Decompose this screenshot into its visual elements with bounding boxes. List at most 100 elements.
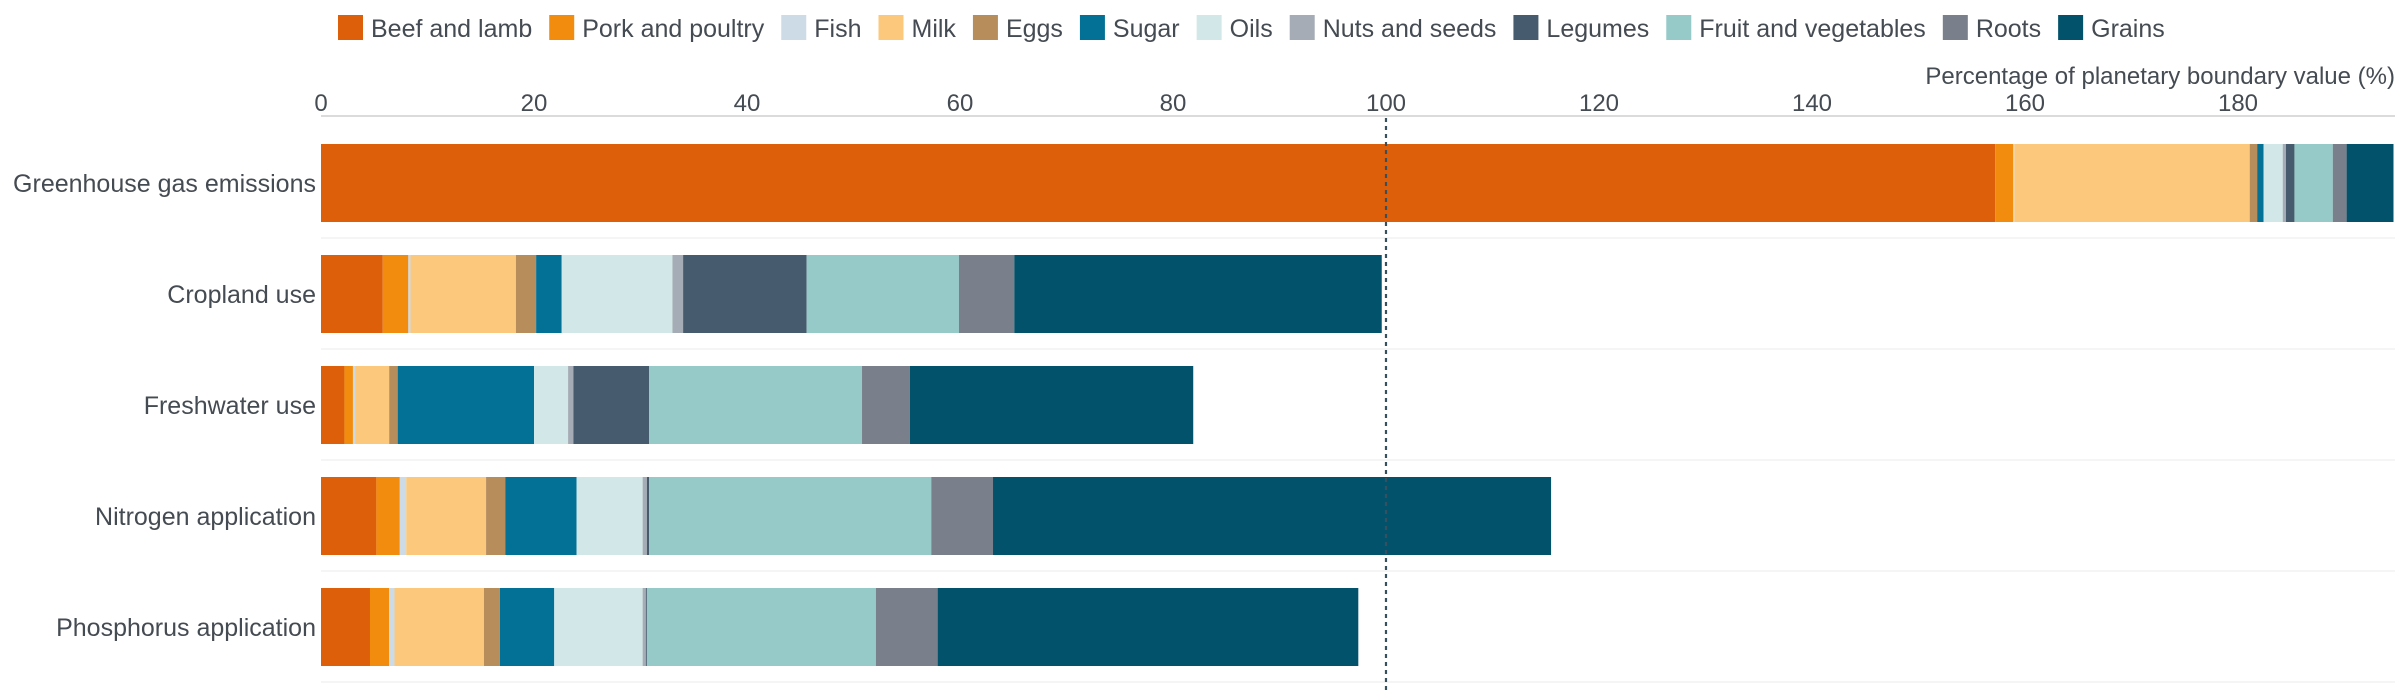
x-axis-title: Percentage of planetary boundary value (… [1925,63,2395,90]
legend-label-fish: Fish [814,15,861,43]
legend-swatch-oils [1196,15,1222,40]
bar-segment-fish [399,477,407,555]
bar-segment-roots [958,255,1015,333]
legend-label-milk: Milk [912,15,957,43]
legend-item-fish: Fish [781,15,862,43]
legend-swatch-beef-and-lamb [338,15,363,40]
legend-label-sugar: Sugar [1113,15,1180,43]
legend-label-roots: Roots [1976,15,2041,43]
category-label: Greenhouse gas emissions [13,170,316,198]
x-tick-label: 0 [314,90,327,117]
legend-label-fruit-and-vegetables: Fruit and vegetables [1699,15,1926,43]
legend-swatch-pork-and-poultry [549,15,575,40]
x-tick-label: 20 [521,90,548,117]
legend-label-legumes: Legumes [1546,15,1649,43]
x-axis: Percentage of planetary boundary value (… [314,63,2395,117]
bar-segment-pork-and-poultry [382,255,409,333]
bar-segment-milk [2014,144,2250,222]
bar-segment-eggs [515,255,537,333]
bar-group-nitrogen-application [321,477,1552,555]
bar-segment-fish [389,588,395,666]
legend-swatch-fish [781,15,807,40]
legend-swatch-sugar [1079,15,1105,40]
x-tick-label: 60 [947,90,974,117]
x-tick-label: 180 [2218,90,2258,117]
bar-segment-oils [534,366,569,444]
legend-item-beef-and-lamb: Beef and lamb [338,15,532,43]
bar-segment-fish [408,255,411,333]
bar-segment-roots [931,477,994,555]
bar-segment-fruit-and-vegetables [2294,144,2333,222]
bar-segment-eggs [2249,144,2258,222]
category-labels: Greenhouse gas emissions Cropland use Fres… [13,170,316,642]
bar-segment-milk [406,477,487,555]
bar-segment-roots [875,588,938,666]
legend-item-pork-and-poultry: Pork and poultry [549,15,765,43]
legend-swatch-nuts-and-seeds [1289,15,1315,40]
bar-segment-fish [2013,144,2015,222]
bar-segment-sugar [536,255,562,333]
legend-swatch-roots [1942,15,1968,40]
bar-segment-legumes [2285,144,2295,222]
bar-segment-sugar [2257,144,2264,222]
legend-item-eggs: Eggs [972,15,1063,43]
bar-segment-eggs [486,477,506,555]
bar-segment-oils [554,588,643,666]
legend-label-beef-and-lamb: Beef and lamb [371,15,532,43]
bar-segment-grains [2346,144,2394,222]
bar-segment-nuts-and-seeds [672,255,684,333]
legend-item-legumes: Legumes [1513,15,1649,43]
bar-group-phosphorus-application [321,588,1359,666]
bar-segment-fruit-and-vegetables [806,255,959,333]
bar-segment-pork-and-poultry [376,477,400,555]
bar-segment-nuts-and-seeds [2282,144,2286,222]
legend-item-grains: Grains [2058,15,2165,43]
bar-group-freshwater-use [321,366,1194,444]
bar-segment-eggs [483,588,500,666]
category-label: Nitrogen application [95,503,316,531]
category-label: Cropland use [167,281,316,309]
bar-segment-milk [394,588,484,666]
legend-swatch-eggs [972,15,998,40]
bar-segment-nuts-and-seeds [642,477,647,555]
bar-group-greenhouse-gas-emissions [321,144,2394,222]
bar-segment-beef-and-lamb [321,144,1996,222]
bar-segment-sugar [397,366,534,444]
category-label: Phosphorus application [56,614,316,642]
bar-segment-beef-and-lamb [321,255,383,333]
bar-segment-beef-and-lamb [321,477,377,555]
x-tick-label: 120 [1579,90,1619,117]
legend-swatch-milk [878,15,904,40]
legend-swatch-fruit-and-vegetables [1666,15,1692,40]
bar-segment-grains [1014,255,1382,333]
bar-segment-grains [993,477,1552,555]
legend-item-milk: Milk [878,15,957,43]
bar-segment-roots [2332,144,2347,222]
bar-segment-nuts-and-seeds [642,588,646,666]
category-label: Freshwater use [144,392,316,420]
legend-swatch-grains [2058,15,2084,40]
bar-group-cropland-use [321,255,1382,333]
legend-label-oils: Oils [1230,15,1273,43]
x-tick-label: 40 [734,90,761,117]
legend-item-roots: Roots [1942,15,2041,43]
legend-label-eggs: Eggs [1006,15,1063,43]
legend-item-sugar: Sugar [1079,15,1180,43]
bar-segment-legumes [646,477,650,555]
bar-segment-legumes [683,255,807,333]
bar-segment-grains [909,366,1194,444]
bar-segment-pork-and-poultry [1995,144,2014,222]
bars [321,144,2394,666]
legend-item-oils: Oils [1196,15,1273,43]
bar-segment-sugar [499,588,555,666]
legend-item-nuts-and-seeds: Nuts and seeds [1289,15,1496,43]
legend: Beef and lamb Pork and poultry Fish Milk Egg… [338,15,2165,43]
bar-segment-legumes [573,366,650,444]
bar-segment-milk [355,366,390,444]
bar-segment-fruit-and-vegetables [649,366,863,444]
legend-item-fruit-and-vegetables: Fruit and vegetables [1666,15,1926,43]
bar-segment-milk [410,255,516,333]
bar-segment-oils [2263,144,2283,222]
x-tick-label: 160 [2005,90,2045,117]
